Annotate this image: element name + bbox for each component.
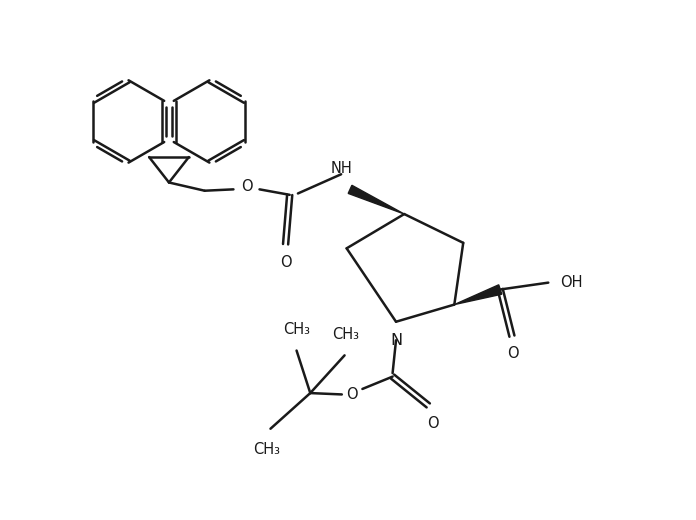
Text: NH: NH <box>331 161 352 176</box>
Text: CH₃: CH₃ <box>332 327 358 342</box>
Text: OH: OH <box>560 275 582 290</box>
Text: CH₃: CH₃ <box>283 322 310 337</box>
Text: O: O <box>507 346 519 361</box>
Text: O: O <box>280 255 292 270</box>
Text: N: N <box>390 333 403 348</box>
Text: CH₃: CH₃ <box>253 442 280 457</box>
Text: O: O <box>427 416 439 431</box>
Polygon shape <box>454 285 502 305</box>
Text: O: O <box>241 179 252 194</box>
Text: O: O <box>347 387 358 402</box>
Polygon shape <box>348 185 404 214</box>
